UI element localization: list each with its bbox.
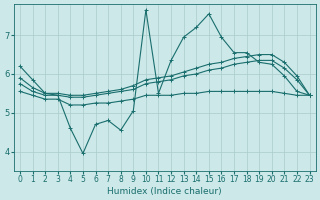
X-axis label: Humidex (Indice chaleur): Humidex (Indice chaleur) <box>108 187 222 196</box>
